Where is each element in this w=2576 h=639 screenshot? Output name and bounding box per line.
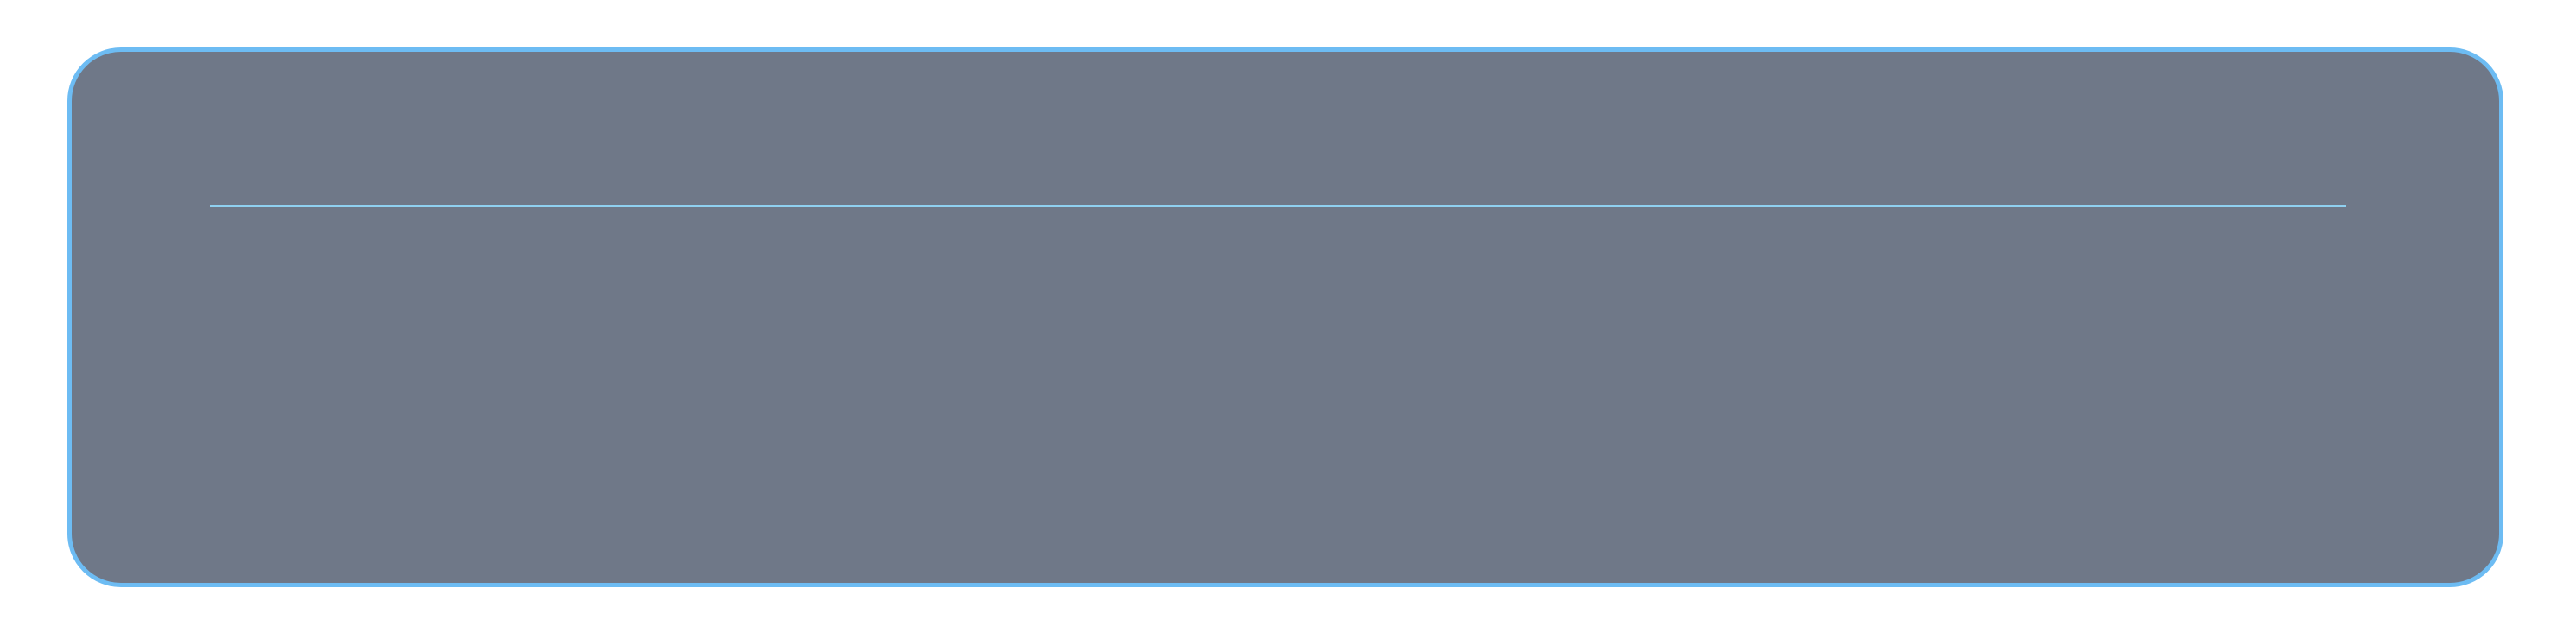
horizontal-divider [210, 205, 2346, 207]
content-panel [67, 47, 2503, 587]
